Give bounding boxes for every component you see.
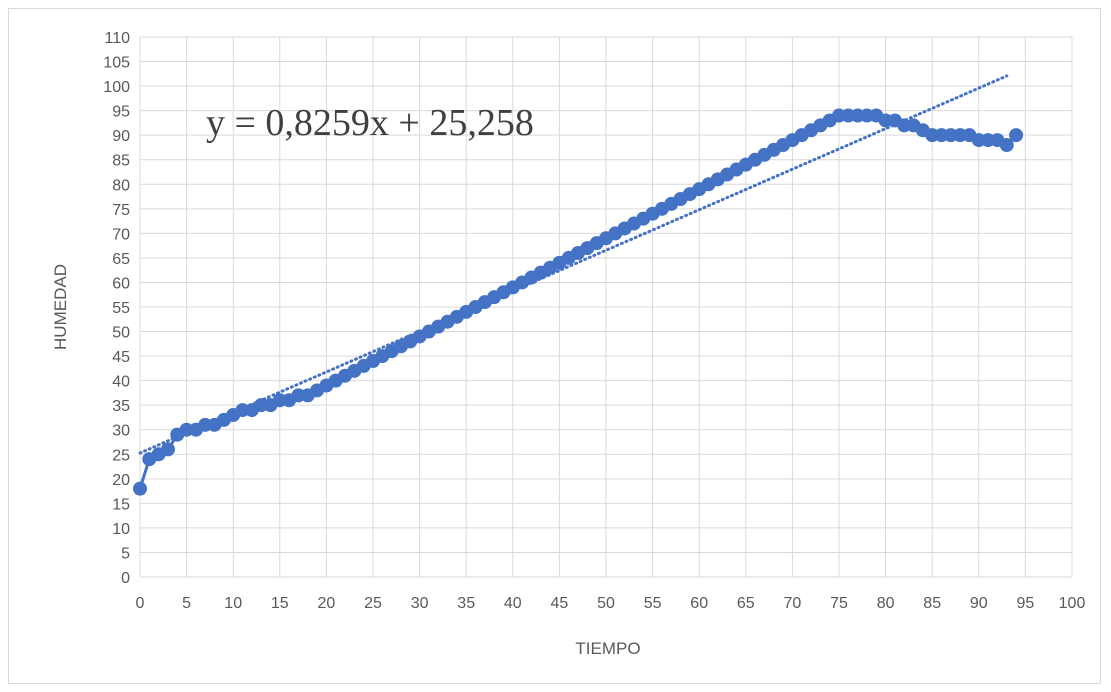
series-line xyxy=(138,114,1018,490)
x-tick-label: 45 xyxy=(551,595,569,612)
x-tick-labels: 0 5 10 15 20 25 30 35 40 45 50 55 60 65 70 75 80 85 90 95 10… xyxy=(136,595,1086,612)
x-tick-label: 65 xyxy=(737,595,755,612)
x-tick-label: 50 xyxy=(597,595,615,612)
y-tick-label: 55 xyxy=(112,300,130,317)
x-tick-label: 20 xyxy=(318,595,336,612)
y-tick-label: 90 xyxy=(112,128,130,145)
x-axis-title: TIEMPO xyxy=(575,639,640,658)
y-tick-label: 100 xyxy=(103,79,130,96)
x-tick-label: 15 xyxy=(271,595,289,612)
y-tick-label: 15 xyxy=(112,496,130,513)
x-tick-label: 70 xyxy=(784,595,802,612)
y-axis-title: HUMEDAD xyxy=(51,264,70,350)
x-tick-label: 30 xyxy=(411,595,429,612)
y-tick-label: 85 xyxy=(112,153,130,170)
x-tick-label: 90 xyxy=(970,595,988,612)
y-tick-label: 50 xyxy=(112,325,130,342)
x-tick-label: 5 xyxy=(182,595,191,612)
x-tick-label: 80 xyxy=(877,595,895,612)
x-tick-label: 0 xyxy=(136,595,145,612)
data-series xyxy=(133,108,1024,496)
x-tick-label: 55 xyxy=(644,595,662,612)
y-tick-labels: 0 5 10 15 20 25 30 35 40 45 50 55 60 65 70 75 80 85 90 95 10… xyxy=(103,30,130,587)
data-point xyxy=(999,138,1014,152)
y-tick-label: 95 xyxy=(112,104,130,121)
x-tick-label: 95 xyxy=(1017,595,1035,612)
y-tick-label: 25 xyxy=(112,447,130,464)
y-tick-label: 80 xyxy=(112,177,130,194)
y-tick-label: 70 xyxy=(112,226,130,243)
y-tick-label: 45 xyxy=(112,349,130,366)
y-tick-label: 20 xyxy=(112,472,130,489)
x-tick-label: 100 xyxy=(1059,595,1086,612)
x-tick-label: 35 xyxy=(457,595,475,612)
data-point xyxy=(1009,128,1024,143)
x-tick-label: 40 xyxy=(504,595,522,612)
x-tick-label: 85 xyxy=(923,595,941,612)
y-tick-label: 75 xyxy=(112,202,130,219)
y-tick-label: 110 xyxy=(104,30,130,47)
y-tick-label: 40 xyxy=(112,374,130,391)
x-tick-label: 10 xyxy=(224,595,242,612)
y-tick-label: 35 xyxy=(112,398,130,415)
y-tick-label: 0 xyxy=(121,570,130,587)
y-tick-label: 5 xyxy=(121,545,130,562)
y-tick-label: 105 xyxy=(103,55,130,72)
x-tick-label: 60 xyxy=(690,595,708,612)
trendline-equation: y = 0,8259x + 25,258 xyxy=(206,102,534,144)
data-point xyxy=(133,481,147,496)
x-tick-label: 25 xyxy=(364,595,382,612)
y-tick-label: 65 xyxy=(112,251,130,268)
y-tick-label: 30 xyxy=(112,423,130,440)
y-tick-label: 10 xyxy=(112,521,130,538)
y-tick-label: 60 xyxy=(112,275,130,292)
data-point xyxy=(160,442,175,457)
chart-frame xyxy=(8,8,1101,684)
gridlines xyxy=(139,36,1073,578)
x-tick-label: 75 xyxy=(830,595,848,612)
